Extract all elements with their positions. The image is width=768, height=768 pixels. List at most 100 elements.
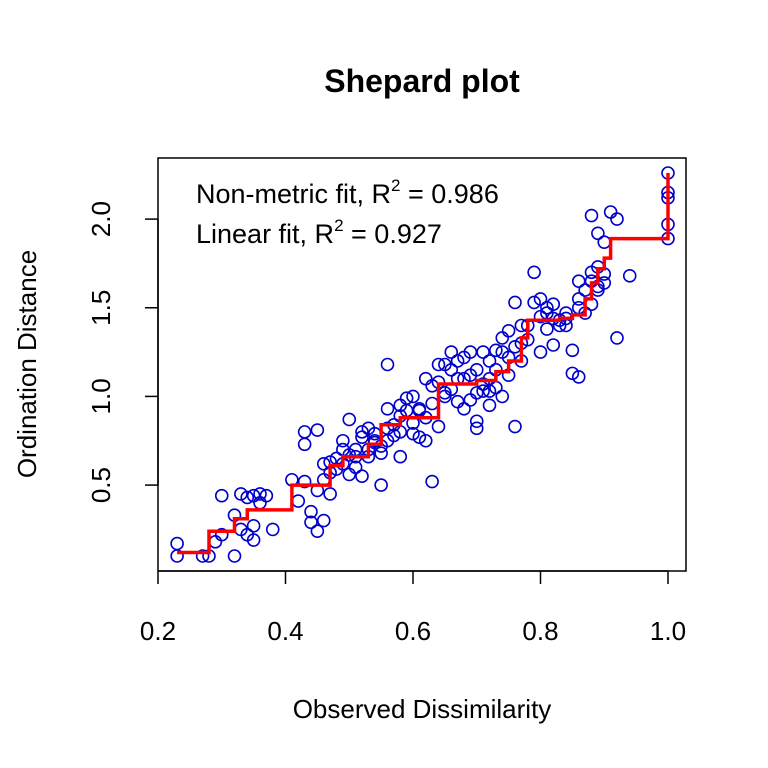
scatter-point bbox=[342, 467, 357, 482]
scatter-point bbox=[489, 343, 503, 358]
scatter-point bbox=[450, 354, 465, 368]
scatter-point bbox=[316, 456, 331, 471]
scatter-point bbox=[533, 292, 548, 306]
nonmetric-fit-line bbox=[177, 173, 670, 555]
scatter-point bbox=[316, 513, 331, 528]
scatter-point bbox=[476, 345, 490, 359]
scatter-point bbox=[571, 370, 586, 384]
scatter-point bbox=[476, 384, 490, 398]
scatter-point bbox=[533, 309, 548, 324]
scatter-point bbox=[444, 363, 459, 377]
x-tick-label: 0.4 bbox=[267, 616, 303, 646]
scatter-point bbox=[622, 269, 637, 283]
y-tick-label: 1.5 bbox=[86, 290, 116, 326]
scatter-point bbox=[297, 474, 312, 489]
scatter-point bbox=[431, 419, 446, 434]
x-tick-label: 0.2 bbox=[140, 616, 176, 646]
scatter-point bbox=[393, 449, 408, 464]
linear-fit-annotation: Linear fit, R2 = 0.927 bbox=[196, 216, 442, 249]
scatter-point bbox=[610, 331, 624, 345]
scatter-point bbox=[591, 226, 605, 241]
y-tick-label: 2.0 bbox=[86, 201, 116, 237]
scatter-point bbox=[501, 324, 516, 338]
scatter-point bbox=[214, 527, 229, 542]
scatter-point bbox=[195, 549, 210, 563]
x-axis-label: Observed Dissimilarity bbox=[293, 694, 552, 724]
scatter-point bbox=[323, 487, 337, 501]
scatter-point bbox=[291, 494, 306, 508]
scatter-point bbox=[603, 205, 618, 219]
scatter-point bbox=[546, 297, 561, 312]
scatter-point bbox=[297, 437, 312, 452]
scatter-point bbox=[170, 536, 184, 551]
scatter-point bbox=[310, 423, 325, 437]
scatter-point bbox=[406, 389, 420, 404]
y-tick-label: 0.5 bbox=[86, 467, 116, 503]
scatter-point bbox=[450, 394, 465, 409]
scatter-point bbox=[214, 488, 229, 503]
scatter-point bbox=[380, 357, 395, 372]
scatter-point bbox=[336, 433, 350, 448]
y-axis: 0.5 1.0 1.5 2.0 bbox=[86, 201, 159, 503]
nonmetric-fit-annotation: Non-metric fit, R2 = 0.986 bbox=[196, 176, 499, 209]
scatter-point bbox=[463, 368, 478, 382]
scatter-point bbox=[565, 343, 580, 358]
nonmetric-fit-sup: 2 bbox=[391, 176, 400, 195]
x-tick-label: 0.8 bbox=[522, 616, 558, 646]
scatter-point bbox=[425, 474, 439, 489]
scatter-point bbox=[463, 393, 478, 407]
scatter-point bbox=[597, 235, 612, 249]
scatter-point bbox=[469, 421, 484, 436]
scatter-point bbox=[482, 398, 497, 413]
nonmetric-fit-prefix: Non-metric fit, R bbox=[196, 179, 391, 209]
scatter-point bbox=[355, 425, 369, 439]
scatter-point bbox=[227, 549, 242, 563]
scatter-point bbox=[546, 338, 561, 352]
scatter-point bbox=[342, 412, 357, 427]
scatter-point bbox=[508, 419, 522, 434]
scatter-point bbox=[418, 433, 433, 448]
nonmetric-fit-suffix: = 0.986 bbox=[401, 179, 499, 209]
scatter-point bbox=[265, 522, 280, 537]
scatter-point bbox=[374, 446, 388, 460]
scatter-point bbox=[380, 402, 395, 416]
scatter-point bbox=[297, 425, 312, 439]
scatter-point bbox=[469, 386, 484, 400]
scatter-point bbox=[234, 487, 248, 501]
scatter-point bbox=[482, 354, 497, 368]
scatter-point bbox=[540, 300, 554, 315]
scatter-point bbox=[444, 345, 459, 359]
scatter-point bbox=[527, 295, 541, 310]
scatter-point bbox=[412, 430, 427, 444]
linear-fit-suffix: = 0.927 bbox=[344, 219, 442, 249]
scatter-point bbox=[418, 371, 433, 386]
scatter-point bbox=[571, 274, 586, 288]
scatter-point bbox=[457, 402, 471, 416]
scatter-point bbox=[246, 519, 261, 533]
scatter-point bbox=[348, 460, 363, 475]
scatter-point bbox=[533, 345, 548, 359]
scatter-point bbox=[540, 322, 554, 336]
fit-annotations: Non-metric fit, R2 = 0.986 Linear fit, R… bbox=[196, 176, 499, 249]
scatter-point bbox=[508, 295, 522, 310]
scatter-point bbox=[355, 430, 369, 444]
scatter-point bbox=[355, 469, 369, 484]
scatter-point bbox=[527, 265, 541, 280]
scatter-point bbox=[431, 357, 446, 372]
scatter-point bbox=[406, 426, 420, 441]
linear-fit-sup: 2 bbox=[334, 216, 343, 235]
x-tick-label: 0.6 bbox=[395, 616, 431, 646]
y-axis-label: Ordination Distance bbox=[12, 250, 42, 478]
scatter-point bbox=[240, 490, 255, 505]
scatter-point bbox=[610, 212, 624, 226]
scatter-point bbox=[469, 414, 484, 429]
scatter-point bbox=[208, 535, 223, 549]
linear-fit-prefix: Linear fit, R bbox=[196, 219, 334, 249]
scatter-point bbox=[374, 478, 388, 492]
scatter-point bbox=[304, 515, 318, 530]
y-tick-label: 1.0 bbox=[86, 378, 116, 414]
scatter-point bbox=[495, 331, 510, 345]
scatter-point bbox=[310, 524, 325, 538]
scatter-point bbox=[246, 533, 261, 547]
